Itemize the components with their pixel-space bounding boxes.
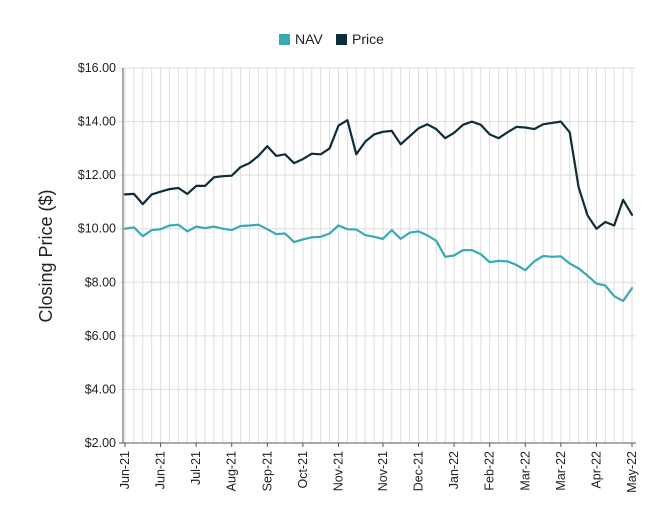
x-tick-label: May-22 (625, 451, 639, 493)
axes: $2.00 $4.00 $6.00 $8.00 $10.00 $12.00 $14.00 $1… (78, 61, 639, 493)
series-line-nav (123, 223, 634, 303)
series (123, 119, 634, 303)
legend-label-price: Price (352, 31, 384, 47)
x-tick-label: Aug-21 (225, 451, 239, 491)
y-tick-label: $6.00 (85, 329, 116, 343)
x-tick-label: Mar-22 (518, 451, 532, 491)
y-tick-label: $8.00 (85, 275, 116, 289)
y-axis-title: Closing Price ($) (36, 189, 56, 322)
x-tick-label: Jan-22 (447, 451, 461, 489)
x-tick-label: Mar-22 (554, 451, 568, 491)
x-tick-label: Oct-21 (296, 451, 310, 489)
y-tick-label: $2.00 (85, 436, 116, 450)
x-tick-label: Jul-21 (189, 451, 203, 485)
legend-swatch-nav (279, 34, 290, 45)
legend: NAV Price (279, 31, 384, 47)
x-tick-label: Feb-22 (483, 451, 497, 491)
y-tick-label: $14.00 (78, 115, 116, 129)
y-tick-label: $10.00 (78, 222, 116, 236)
legend-swatch-price (336, 34, 347, 45)
x-tick-label: Jun-21 (118, 451, 132, 489)
y-tick-label: $16.00 (78, 61, 116, 75)
x-tick-label: Nov-21 (376, 451, 390, 491)
x-tick-label: Dec-21 (412, 451, 426, 491)
grid (119, 67, 636, 444)
x-tick-label: Apr-22 (589, 451, 603, 489)
y-tick-label: $12.00 (78, 168, 116, 182)
x-tick-label: Sep-21 (260, 451, 274, 491)
legend-label-nav: NAV (295, 31, 323, 47)
y-tick-label: $4.00 (85, 382, 116, 396)
x-tick-label: Nov-21 (331, 451, 345, 491)
series-line-price (123, 119, 634, 230)
x-tick-label: Jun-21 (154, 451, 168, 489)
